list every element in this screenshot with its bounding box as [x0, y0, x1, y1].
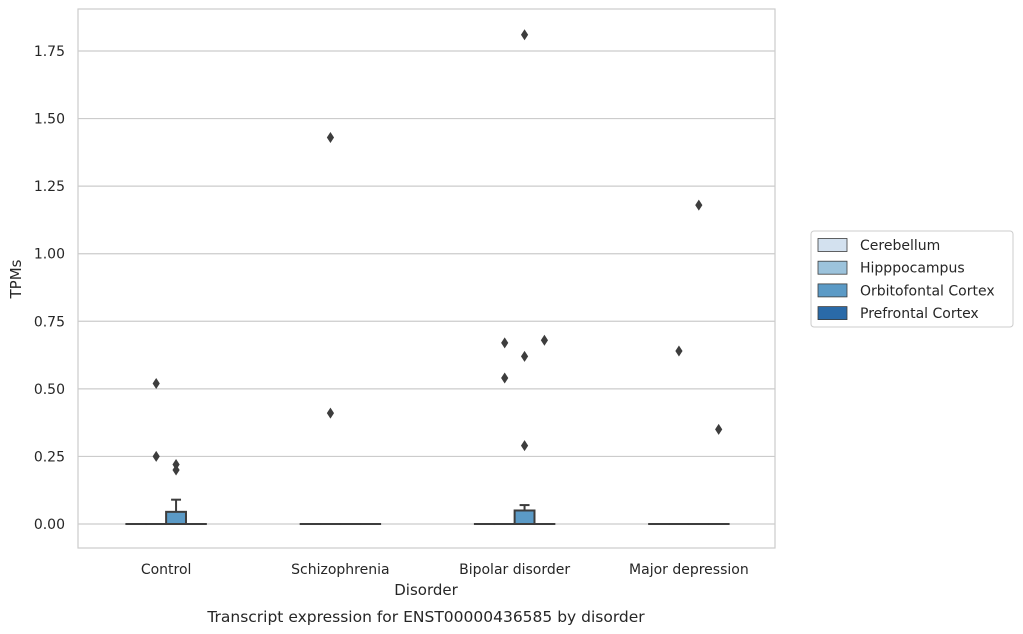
y-tick-label: 0.50	[34, 382, 65, 398]
boxes-layer	[125, 29, 730, 526]
box-3-2	[533, 334, 556, 526]
legend-swatch	[817, 238, 848, 252]
outlier-point	[520, 29, 529, 41]
y-tick-label: 1.50	[34, 112, 65, 128]
outlier-point	[172, 464, 180, 476]
outlier-point	[501, 372, 509, 384]
box-body	[165, 510, 187, 525]
outlier-point	[326, 131, 335, 143]
box-2-0	[165, 459, 187, 525]
legend-swatch	[817, 306, 848, 321]
box-2-2	[513, 29, 536, 526]
y-tick-label: 1.00	[34, 247, 65, 263]
legend-label: Prefrontal Cortex	[860, 306, 979, 322]
legend-label: Cerebellum	[860, 238, 940, 254]
y-tick-label: 0.25	[34, 449, 65, 465]
legend-swatch	[817, 283, 848, 298]
y-axis-title: TPMs	[7, 259, 25, 299]
outlier-point	[501, 337, 509, 349]
chart-caption: Transcript expression for ENST0000043658…	[206, 608, 645, 626]
y-tick-labels: 0.00 0.25 0.50 0.75 1.00 1.25 1.50 1.75	[34, 44, 65, 533]
outlier-point	[520, 440, 529, 452]
x-tick-labels: Control Schizophrenia Bipolar disorder Majo…	[141, 562, 749, 578]
legend-frame	[810, 230, 1014, 328]
y-tick-label: 0.00	[34, 517, 65, 533]
legend: Cerebellum Hipppocampus Orbitofontal Corte…	[810, 230, 1014, 328]
y-tick-label: 1.75	[34, 44, 65, 60]
legend-label: Orbitofontal Cortex	[860, 283, 995, 299]
outlier-point	[715, 423, 723, 435]
x-tick-label: Schizophrenia	[291, 562, 389, 578]
outlier-point	[520, 350, 529, 362]
x-tick-label: Control	[141, 562, 192, 578]
plot-frame	[77, 8, 776, 549]
outlier-point	[675, 345, 683, 357]
box-body	[513, 509, 536, 526]
x-axis-title: Disorder	[394, 581, 458, 599]
box-1-0	[145, 377, 168, 526]
x-tick-label: Major depression	[629, 562, 749, 578]
outlier-point	[152, 450, 160, 462]
outlier-point	[540, 334, 549, 346]
outlier-point	[152, 377, 160, 389]
outlier-point	[326, 407, 335, 419]
outlier-point	[695, 199, 703, 211]
x-tick-label: Bipolar disorder	[459, 562, 570, 578]
y-tick-label: 0.75	[34, 314, 65, 330]
y-tick-label: 1.25	[34, 179, 65, 195]
box-1-1	[319, 131, 342, 526]
box-3-3	[707, 423, 730, 526]
legend-label: Hipppocampus	[860, 261, 965, 277]
legend-swatch	[817, 260, 848, 275]
